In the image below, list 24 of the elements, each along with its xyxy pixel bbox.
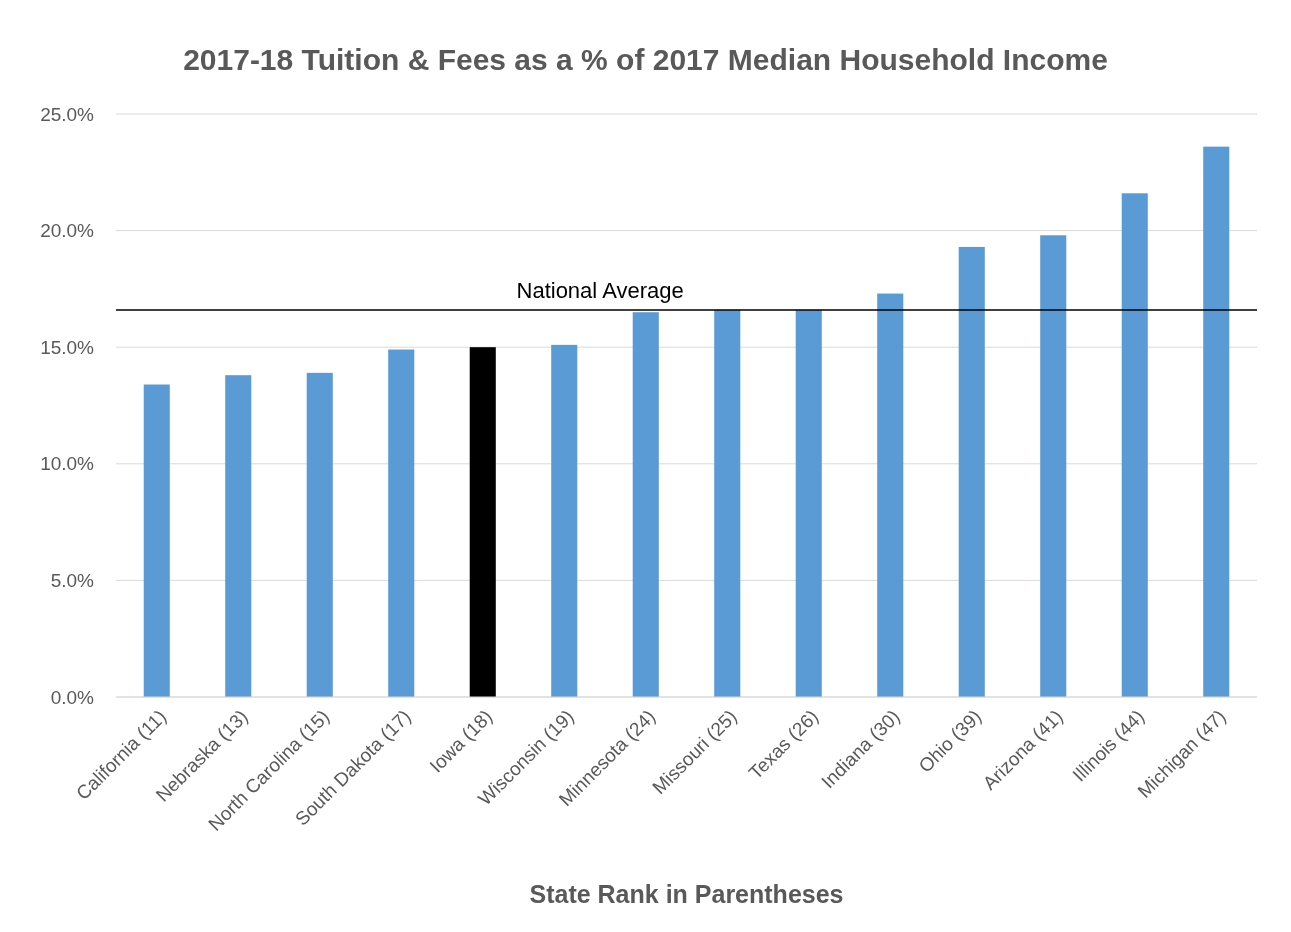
chart-title: 2017-18 Tuition & Fees as a % of 2017 Median Household Income [183,43,1108,76]
y-tick-label: 5.0% [50,570,95,592]
bar [632,312,659,697]
bar [958,246,985,697]
bar [388,349,415,697]
y-tick-label: 15.0% [40,336,95,358]
bar [877,293,904,697]
bar [1121,193,1148,697]
y-tick-label: 10.0% [40,453,95,475]
y-tick-label: 20.0% [40,220,95,242]
x-axis-title: State Rank in Parentheses [529,880,844,908]
bar [306,372,333,697]
x-tick-label: Ohio (39) [914,705,986,777]
bar [225,375,252,697]
bar [1203,146,1230,697]
bar [1040,235,1067,697]
y-tick-label: 25.0% [40,103,95,125]
bar [795,309,822,697]
ref-line-label: National Average [516,277,684,303]
bar [714,309,741,697]
bar [469,347,496,697]
bar [551,344,578,697]
y-tick-label: 0.0% [50,686,95,708]
bar [143,384,170,697]
